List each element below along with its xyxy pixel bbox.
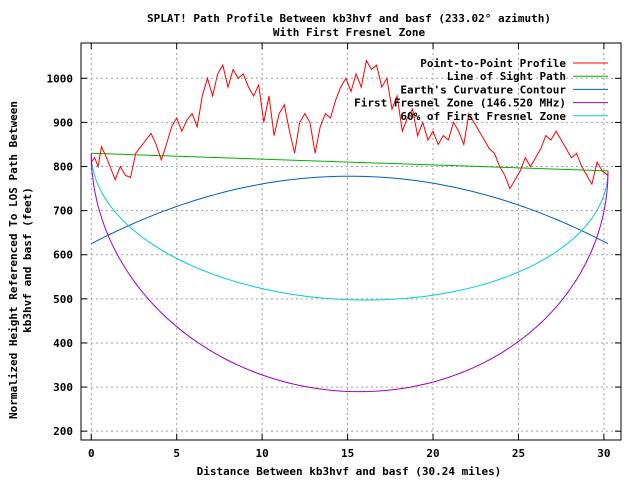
legend-label: First Fresnel Zone (146.520 MHz) (354, 97, 566, 110)
series-line-first-fresnel-zone-146-520-mhz (90, 153, 609, 393)
y-tick-label: 400 (53, 337, 73, 350)
y-axis-label-line2: kb3hvf and basf (feet) (21, 187, 34, 333)
legend-label: 60% of First Fresnel Zone (400, 110, 566, 123)
legend-label: Earth's Curvature Contour (400, 83, 566, 96)
x-tick-label: 25 (512, 447, 525, 460)
grid (81, 43, 621, 440)
plot-frame (80, 42, 622, 441)
series-line-60-of-first-fresnel-zone (90, 153, 609, 301)
series-line-point-to-point-profile (90, 59, 609, 190)
legend-label: Line of Sight Path (447, 70, 566, 83)
x-tick-label: 5 (173, 447, 180, 460)
y-tick-label: 800 (53, 161, 73, 174)
x-tick-label: 30 (597, 447, 610, 460)
x-axis-label: Distance Between kb3hvf and basf (30.24 … (197, 465, 502, 478)
y-tick-label: 600 (53, 249, 73, 262)
x-tick-label: 15 (341, 447, 354, 460)
y-tick-label: 200 (53, 425, 73, 438)
data-series (90, 59, 609, 393)
x-tick-label: 0 (88, 447, 95, 460)
y-tick-label: 1000 (47, 72, 74, 85)
chart-subtitle: With First Fresnel Zone (273, 26, 426, 39)
series-line-line-of-sight-path (91, 152, 609, 172)
series-line-earth-s-curvature-contour (91, 175, 609, 245)
axis-ticks: 0 5 10 15 20 25 30 200 300 400 500 600 700 800 900 1000 (47, 43, 621, 460)
y-tick-label: 700 (53, 205, 73, 218)
y-tick-label: 900 (53, 116, 73, 129)
x-tick-label: 10 (256, 447, 269, 460)
x-tick-label: 20 (426, 447, 439, 460)
y-tick-label: 300 (53, 381, 73, 394)
y-axis-label-line1: Normalized Height Referenced To LOS Path… (7, 101, 20, 419)
y-tick-label: 500 (53, 293, 73, 306)
chart-title: SPLAT! Path Profile Between kb3hvf and b… (147, 12, 551, 25)
legend-label: Point-to-Point Profile (420, 57, 566, 70)
